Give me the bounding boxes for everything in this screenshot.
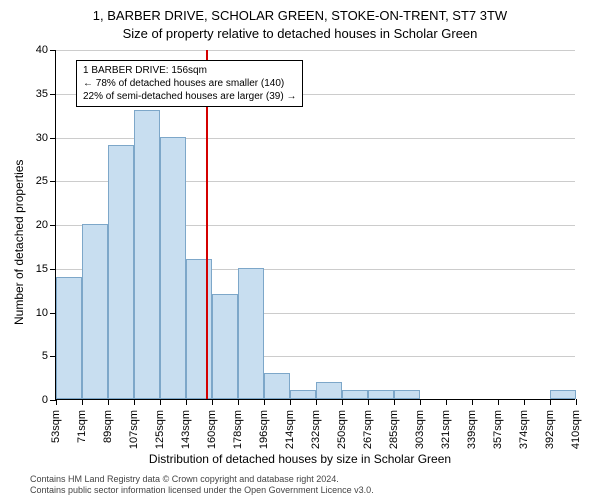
x-tick <box>446 399 447 405</box>
y-tick-label: 10 <box>36 307 48 319</box>
plot-area: 051015202530354053sqm71sqm89sqm107sqm125… <box>55 50 575 400</box>
y-tick <box>50 269 56 270</box>
x-tick <box>420 399 421 405</box>
chart-title-line2: Size of property relative to detached ho… <box>0 26 600 41</box>
attribution-line2: Contains public sector information licen… <box>30 485 374 496</box>
x-tick <box>264 399 265 405</box>
legend-box: 1 BARBER DRIVE: 156sqm ← 78% of detached… <box>76 60 303 107</box>
x-tick <box>342 399 343 405</box>
x-tick-label: 303sqm <box>414 410 426 449</box>
histogram-bar <box>160 137 186 400</box>
histogram-bar <box>290 390 316 399</box>
x-tick-label: 107sqm <box>128 410 140 449</box>
x-tick <box>550 399 551 405</box>
histogram-bar <box>368 390 394 399</box>
x-tick <box>394 399 395 405</box>
y-tick-label: 15 <box>36 263 48 275</box>
x-tick <box>472 399 473 405</box>
histogram-bar <box>342 390 368 399</box>
y-tick <box>50 94 56 95</box>
y-tick-label: 25 <box>36 175 48 187</box>
x-tick <box>368 399 369 405</box>
histogram-bar <box>550 390 576 399</box>
gridline <box>56 50 575 51</box>
y-axis-label-text: Number of detached properties <box>12 160 26 325</box>
x-tick <box>108 399 109 405</box>
x-tick-label: 285sqm <box>388 410 400 449</box>
y-tick <box>50 225 56 226</box>
x-tick-label: 160sqm <box>206 410 218 449</box>
x-tick <box>498 399 499 405</box>
x-tick-label: 89sqm <box>102 410 114 443</box>
y-tick-label: 20 <box>36 219 48 231</box>
y-tick-label: 0 <box>42 394 48 406</box>
x-tick <box>290 399 291 405</box>
x-tick <box>56 399 57 405</box>
x-tick <box>134 399 135 405</box>
y-tick-label: 30 <box>36 132 48 144</box>
x-tick <box>316 399 317 405</box>
x-tick <box>212 399 213 405</box>
chart-container: 1, BARBER DRIVE, SCHOLAR GREEN, STOKE-ON… <box>0 0 600 500</box>
x-tick-label: 250sqm <box>336 410 348 449</box>
histogram-bar <box>56 277 82 400</box>
histogram-bar <box>186 259 212 399</box>
x-tick <box>238 399 239 405</box>
x-tick-label: 374sqm <box>518 410 530 449</box>
chart-title-line1: 1, BARBER DRIVE, SCHOLAR GREEN, STOKE-ON… <box>0 8 600 23</box>
legend-line1: 1 BARBER DRIVE: 156sqm <box>83 64 296 77</box>
x-tick-label: 339sqm <box>466 410 478 449</box>
x-tick-label: 214sqm <box>284 410 296 449</box>
histogram-bar <box>394 390 420 399</box>
histogram-bar <box>108 145 134 399</box>
x-tick-label: 321sqm <box>440 410 452 449</box>
histogram-bar <box>134 110 160 399</box>
histogram-bar <box>212 294 238 399</box>
x-tick <box>82 399 83 405</box>
y-tick <box>50 181 56 182</box>
y-axis-label: Number of detached properties <box>12 160 26 325</box>
x-tick <box>160 399 161 405</box>
x-axis-label: Distribution of detached houses by size … <box>0 452 600 466</box>
histogram-bar <box>238 268 264 399</box>
x-tick-label: 232sqm <box>310 410 322 449</box>
legend-line2: ← 78% of detached houses are smaller (14… <box>83 77 296 90</box>
x-tick <box>524 399 525 405</box>
x-tick-label: 392sqm <box>544 410 556 449</box>
y-tick <box>50 138 56 139</box>
attribution-line1: Contains HM Land Registry data © Crown c… <box>30 474 374 485</box>
x-tick-label: 196sqm <box>258 410 270 449</box>
x-tick-label: 71sqm <box>76 410 88 443</box>
x-tick-label: 125sqm <box>154 410 166 449</box>
x-tick-label: 143sqm <box>180 410 192 449</box>
x-tick-label: 178sqm <box>232 410 244 449</box>
y-tick <box>50 50 56 51</box>
y-tick-label: 40 <box>36 44 48 56</box>
x-tick-label: 267sqm <box>362 410 374 449</box>
x-tick-label: 357sqm <box>492 410 504 449</box>
histogram-bar <box>264 373 290 399</box>
x-tick-label: 53sqm <box>50 410 62 443</box>
histogram-bar <box>82 224 108 399</box>
x-tick <box>186 399 187 405</box>
x-tick-label: 410sqm <box>570 410 582 449</box>
attribution: Contains HM Land Registry data © Crown c… <box>30 474 374 496</box>
y-tick-label: 5 <box>42 350 48 362</box>
histogram-bar <box>316 382 342 400</box>
legend-line3: 22% of semi-detached houses are larger (… <box>83 90 296 103</box>
x-tick <box>576 399 577 405</box>
y-tick-label: 35 <box>36 88 48 100</box>
